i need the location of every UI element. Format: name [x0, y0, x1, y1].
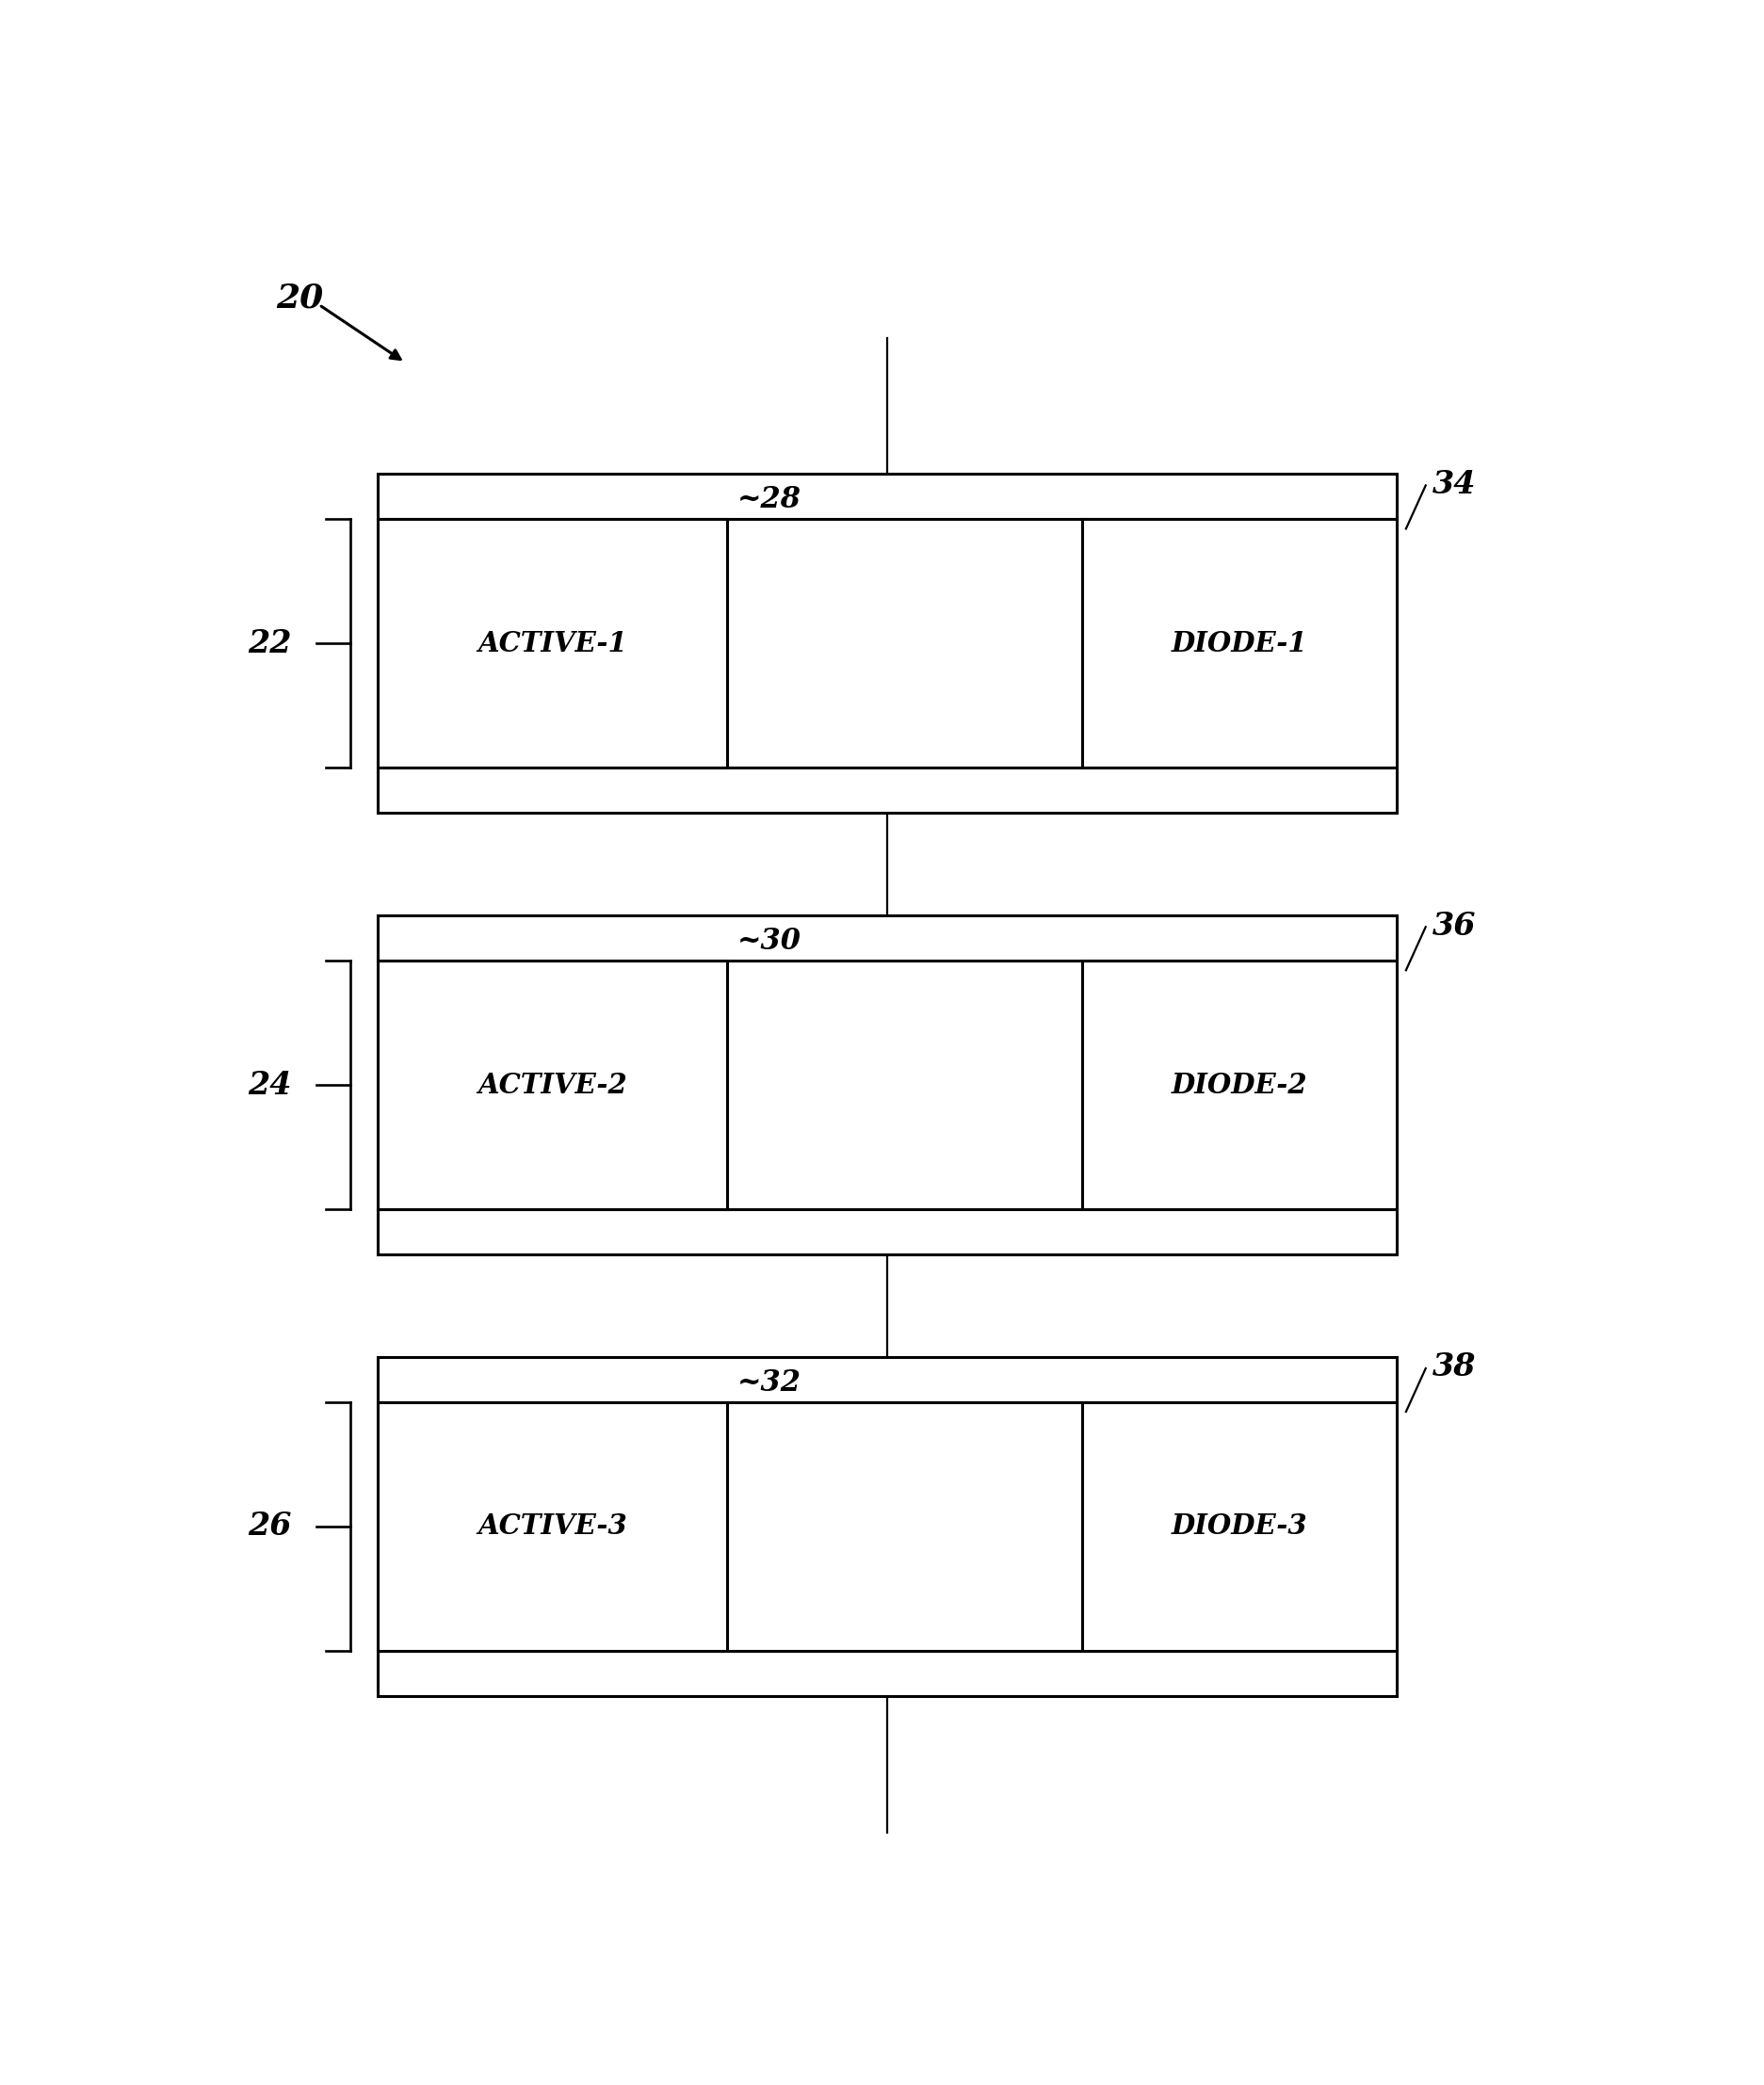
- Text: DIODE-1: DIODE-1: [1171, 630, 1307, 657]
- Text: 38: 38: [1432, 1351, 1475, 1382]
- Text: DIODE-3: DIODE-3: [1171, 1514, 1307, 1541]
- Text: ACTIVE-2: ACTIVE-2: [478, 1072, 626, 1099]
- Bar: [1081, 519, 1395, 767]
- Text: 34: 34: [1432, 469, 1475, 500]
- Bar: [377, 767, 1397, 813]
- Bar: [377, 473, 1397, 519]
- Text: ACTIVE-3: ACTIVE-3: [478, 1514, 626, 1541]
- Bar: [377, 519, 727, 767]
- Text: 36: 36: [1432, 911, 1475, 940]
- Text: DIODE-2: DIODE-2: [1171, 1072, 1307, 1099]
- Bar: [1081, 961, 1395, 1209]
- Text: 26: 26: [247, 1512, 291, 1543]
- Text: ~32: ~32: [737, 1368, 801, 1397]
- Text: ~28: ~28: [737, 486, 801, 515]
- Text: 24: 24: [247, 1070, 291, 1101]
- Text: 22: 22: [247, 628, 291, 659]
- Bar: [377, 1651, 1397, 1695]
- Bar: [377, 961, 727, 1209]
- Bar: [377, 915, 1397, 961]
- Text: 20: 20: [277, 281, 323, 315]
- Text: ~30: ~30: [737, 926, 801, 955]
- Bar: [377, 1401, 727, 1651]
- Bar: [1081, 1401, 1395, 1651]
- Bar: [377, 1209, 1397, 1255]
- Bar: [377, 1357, 1397, 1401]
- Text: ACTIVE-1: ACTIVE-1: [478, 630, 626, 657]
